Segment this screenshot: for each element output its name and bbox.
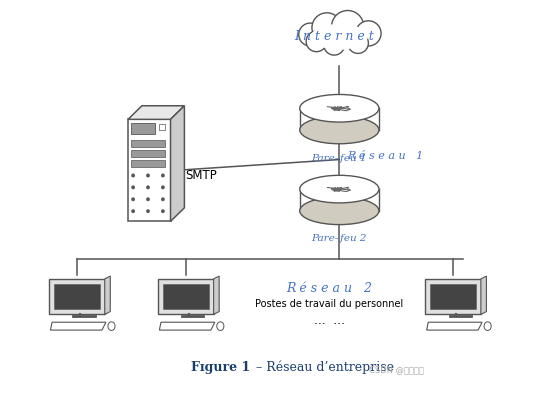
Polygon shape xyxy=(427,322,482,330)
Circle shape xyxy=(131,198,135,201)
Circle shape xyxy=(146,210,150,213)
FancyBboxPatch shape xyxy=(163,284,209,309)
Circle shape xyxy=(161,174,165,177)
Text: I n t e r n e t: I n t e r n e t xyxy=(294,30,374,43)
FancyBboxPatch shape xyxy=(158,279,214,314)
FancyBboxPatch shape xyxy=(131,150,165,157)
Circle shape xyxy=(131,174,135,177)
Circle shape xyxy=(131,186,135,189)
Circle shape xyxy=(146,198,150,201)
Text: R é s e a u   1: R é s e a u 1 xyxy=(348,151,423,161)
FancyBboxPatch shape xyxy=(131,123,155,134)
Text: R é s e a u   2: R é s e a u 2 xyxy=(287,282,372,295)
Polygon shape xyxy=(171,106,184,221)
Ellipse shape xyxy=(300,197,379,225)
Circle shape xyxy=(146,186,150,189)
Ellipse shape xyxy=(108,322,115,331)
Polygon shape xyxy=(128,106,184,119)
FancyBboxPatch shape xyxy=(131,160,165,167)
Ellipse shape xyxy=(300,95,379,122)
Text: CSDN @思诺学长: CSDN @思诺学长 xyxy=(369,365,424,374)
FancyBboxPatch shape xyxy=(131,140,165,147)
Circle shape xyxy=(306,31,327,52)
Text: Postes de travail du personnel: Postes de travail du personnel xyxy=(255,299,404,309)
Circle shape xyxy=(324,35,344,55)
Circle shape xyxy=(312,13,342,43)
FancyBboxPatch shape xyxy=(49,279,105,314)
Text: – Réseau d’entreprise: – Réseau d’entreprise xyxy=(252,361,394,374)
Text: Pare–feu 2: Pare–feu 2 xyxy=(312,234,367,243)
FancyBboxPatch shape xyxy=(54,284,100,309)
FancyBboxPatch shape xyxy=(300,189,379,211)
Ellipse shape xyxy=(217,322,224,331)
FancyBboxPatch shape xyxy=(430,284,476,309)
Polygon shape xyxy=(51,322,106,330)
Circle shape xyxy=(131,210,135,213)
Circle shape xyxy=(161,210,165,213)
Polygon shape xyxy=(481,276,486,314)
FancyBboxPatch shape xyxy=(128,119,171,221)
Ellipse shape xyxy=(300,175,379,203)
FancyBboxPatch shape xyxy=(159,125,165,130)
Polygon shape xyxy=(159,322,215,330)
Text: …  …: … … xyxy=(314,314,345,327)
Polygon shape xyxy=(105,276,110,314)
Polygon shape xyxy=(214,276,219,314)
Ellipse shape xyxy=(311,24,368,50)
Circle shape xyxy=(332,11,364,43)
Circle shape xyxy=(356,21,381,46)
Text: SMTP: SMTP xyxy=(185,169,217,182)
FancyBboxPatch shape xyxy=(300,108,379,130)
Ellipse shape xyxy=(300,116,379,144)
Text: Fɪgure 1: Fɪgure 1 xyxy=(191,361,250,374)
Circle shape xyxy=(146,174,150,177)
Circle shape xyxy=(161,198,165,201)
Circle shape xyxy=(299,23,322,46)
Circle shape xyxy=(348,33,368,54)
Ellipse shape xyxy=(484,322,491,331)
FancyBboxPatch shape xyxy=(425,279,481,314)
Text: Pare–feu 1: Pare–feu 1 xyxy=(312,154,367,163)
Circle shape xyxy=(161,186,165,189)
